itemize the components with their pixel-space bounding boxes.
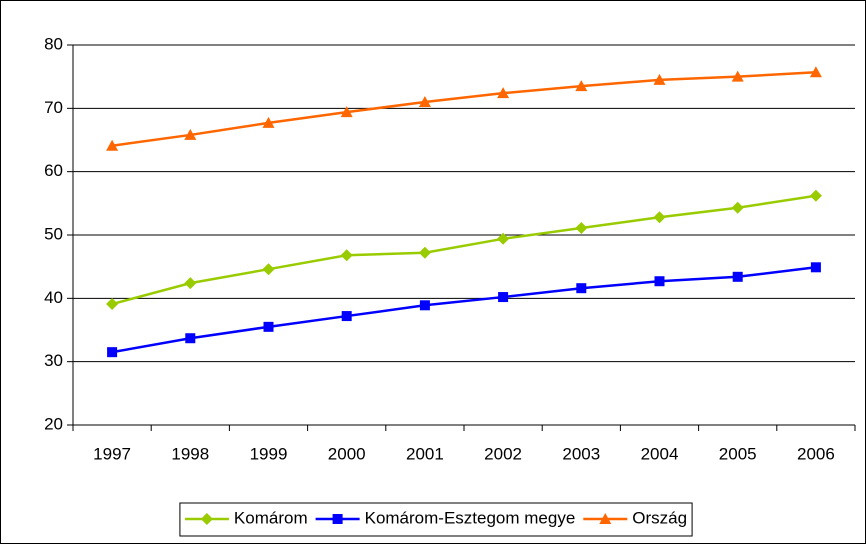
marker: [332, 514, 343, 524]
legend-label: Ország: [632, 508, 687, 527]
x-tick-label: 1999: [250, 444, 288, 463]
y-tick-label: 30: [44, 351, 63, 370]
marker: [731, 70, 744, 82]
x-tick-label: 1997: [93, 444, 131, 463]
marker: [107, 347, 118, 358]
marker: [576, 283, 587, 294]
y-tick-label: 70: [44, 98, 63, 117]
marker: [262, 263, 275, 276]
marker: [810, 262, 821, 273]
marker: [653, 211, 666, 224]
marker: [653, 73, 666, 85]
marker: [185, 333, 196, 344]
marker: [809, 189, 822, 202]
marker: [419, 300, 430, 311]
marker: [184, 277, 197, 290]
x-tick-label: 2002: [484, 444, 522, 463]
series-line: [111, 266, 817, 354]
marker: [731, 201, 744, 214]
x-tick-label: 2001: [406, 444, 444, 463]
marker: [497, 232, 510, 245]
marker: [341, 311, 352, 322]
marker: [106, 298, 119, 311]
marker: [498, 292, 509, 303]
y-tick-label: 20: [44, 414, 63, 433]
marker: [809, 66, 822, 78]
marker: [575, 222, 588, 235]
x-tick-label: 2006: [797, 444, 835, 463]
legend-item: Ország: [583, 508, 687, 527]
x-tick-label: 2004: [641, 444, 679, 463]
legend-label: Komárom-Esztegom megye: [365, 508, 576, 527]
marker: [184, 128, 197, 140]
legend-item: Komárom: [184, 508, 308, 527]
marker: [732, 271, 743, 282]
marker: [340, 249, 353, 262]
marker: [106, 139, 119, 151]
y-tick-label: 60: [44, 161, 63, 180]
marker: [263, 321, 274, 332]
legend: Komárom Komárom-Esztegom megye Ország: [179, 502, 693, 537]
y-tick-label: 40: [44, 288, 63, 307]
marker: [599, 513, 612, 524]
x-tick-label: 2003: [562, 444, 600, 463]
marker: [262, 116, 275, 128]
x-tick-label: 1998: [171, 444, 209, 463]
marker: [654, 276, 665, 287]
marker: [200, 513, 213, 525]
legend-label: Komárom: [234, 508, 308, 527]
y-tick-label: 80: [44, 34, 63, 53]
x-tick-label: 2005: [719, 444, 757, 463]
marker: [418, 246, 431, 259]
marker: [575, 80, 588, 92]
x-tick-label: 2000: [328, 444, 366, 463]
marker: [418, 96, 431, 107]
y-tick-label: 50: [44, 224, 63, 243]
series-line: [111, 194, 817, 306]
legend-item: Komárom-Esztegom megye: [315, 508, 576, 527]
marker: [340, 106, 353, 118]
series-line: [111, 70, 816, 147]
marker: [497, 87, 510, 99]
